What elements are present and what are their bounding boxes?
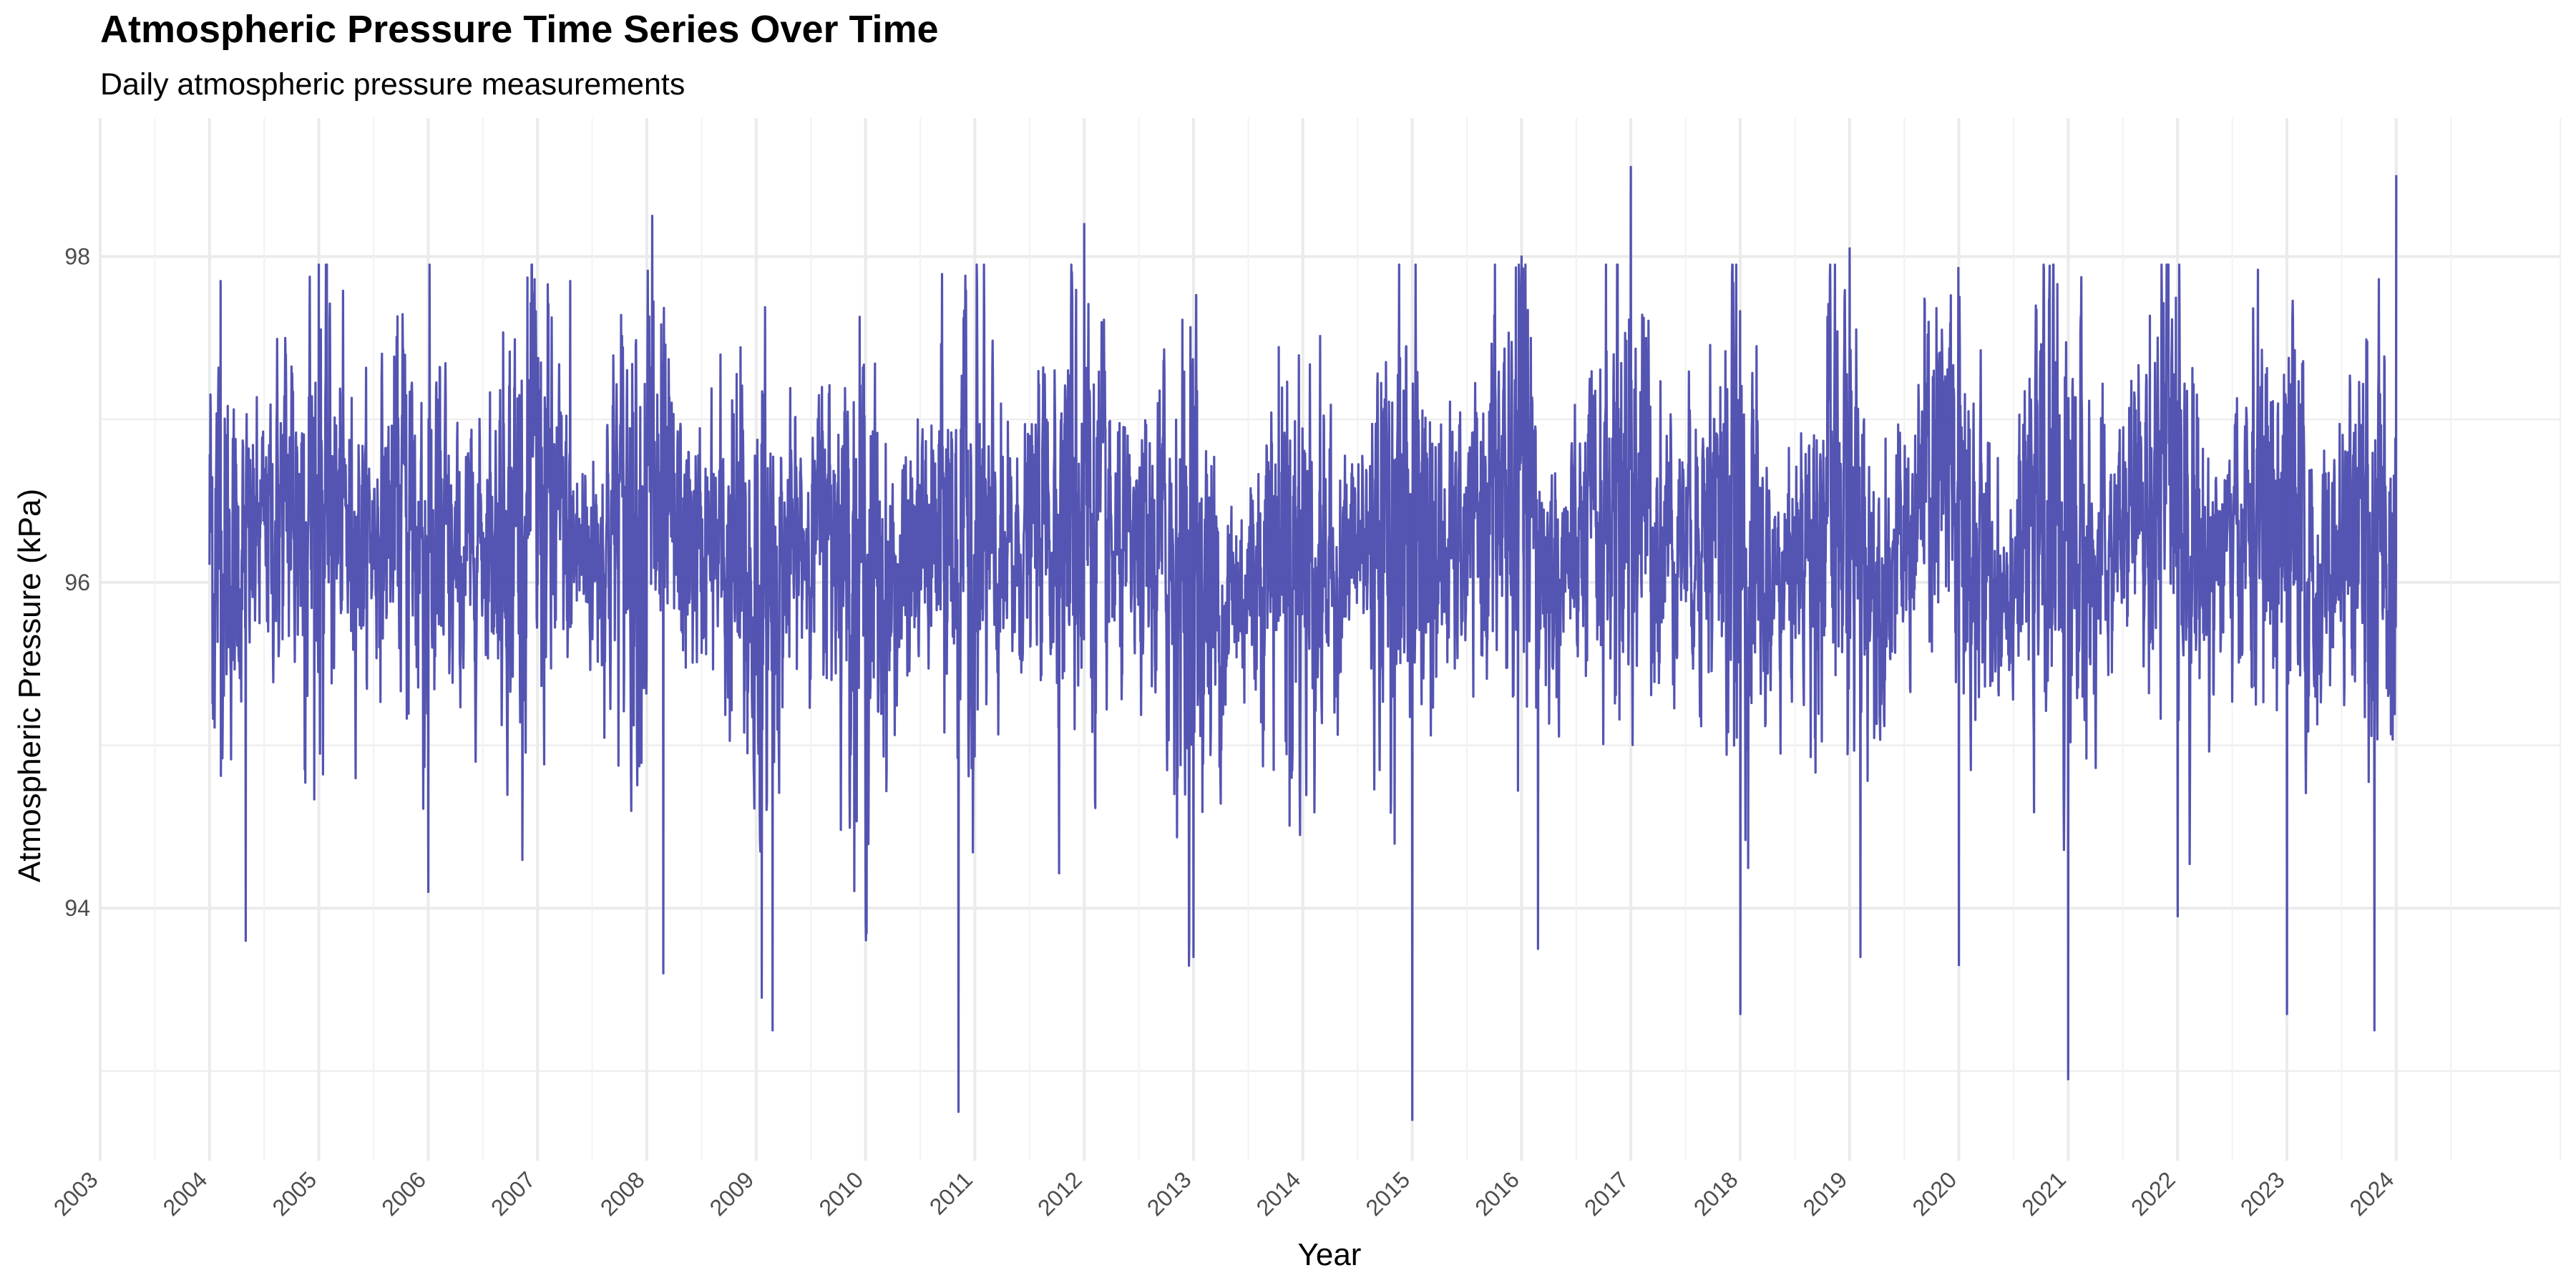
x-tick-label: 2015 <box>1360 1166 1415 1221</box>
x-tick-label: 2018 <box>1689 1166 1743 1221</box>
chart-title: Atmospheric Pressure Time Series Over Ti… <box>100 8 939 51</box>
x-tick-label: 2011 <box>924 1166 977 1219</box>
x-tick-label: 2020 <box>1907 1166 1961 1221</box>
x-tick-label: 2016 <box>1470 1166 1524 1221</box>
y-tick-label: 98 <box>64 244 90 270</box>
x-tick-label: 2021 <box>2016 1166 2071 1221</box>
x-tick-label: 2010 <box>814 1166 868 1221</box>
x-axis-ticks: 2003 2004 2005 2006 2007 2008 2009 2010 2011 2012… <box>49 1166 2399 1221</box>
x-tick-label: 2022 <box>2126 1166 2180 1221</box>
y-tick-label: 94 <box>64 895 90 921</box>
chart-subtitle: Daily atmospheric pressure measurements <box>100 67 686 102</box>
y-tick-label: 96 <box>64 570 90 595</box>
x-tick-label: 2013 <box>1142 1166 1196 1221</box>
x-tick-label: 2012 <box>1033 1166 1087 1221</box>
x-tick-label: 2005 <box>267 1166 321 1221</box>
x-tick-label: 2003 <box>49 1166 103 1221</box>
x-tick-label: 2008 <box>595 1166 650 1221</box>
x-axis-title: Year <box>1298 1237 1362 1272</box>
x-tick-label: 2009 <box>705 1166 759 1221</box>
x-tick-label: 2006 <box>376 1166 431 1221</box>
series-line-atmospheric-pressure <box>208 165 2398 1121</box>
x-tick-label: 2023 <box>2235 1166 2290 1221</box>
x-tick-label: 2007 <box>486 1166 540 1221</box>
y-axis-title: Atmospheric Pressure (kPa) <box>12 489 47 882</box>
series-layer <box>208 165 2398 1121</box>
x-tick-label: 2019 <box>1798 1166 1853 1221</box>
x-tick-label: 2024 <box>2345 1166 2399 1221</box>
y-axis-ticks: 94 96 98 <box>64 244 90 922</box>
x-tick-label: 2017 <box>1579 1166 1634 1221</box>
x-tick-label: 2014 <box>1252 1166 1306 1221</box>
x-tick-label: 2004 <box>158 1166 213 1221</box>
